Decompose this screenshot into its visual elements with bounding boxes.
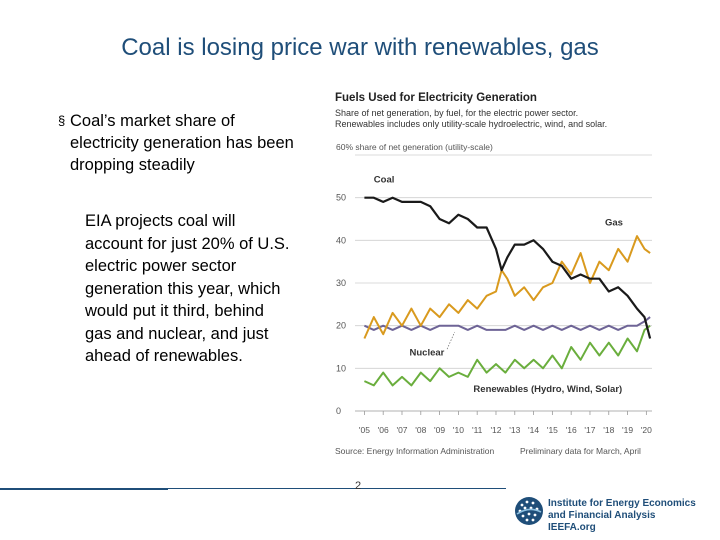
- x-tick-label: '06: [378, 425, 389, 435]
- x-axis: '05 '06 '07 '08 '09 '10 '11 '12 '13 '14 '15 '16 '17 '…: [359, 411, 652, 435]
- slide-title: Coal is losing price war with renewables…: [121, 34, 599, 61]
- bullet-marker: §: [58, 113, 66, 128]
- x-tick-label: '19: [622, 425, 633, 435]
- x-tick-label: '09: [434, 425, 445, 435]
- y-tick-label: 40: [336, 235, 346, 245]
- x-tick-label: '05: [359, 425, 370, 435]
- y-tick-label: 0: [336, 406, 341, 416]
- bullet-point: § Coal’s market share of electricity gen…: [58, 110, 298, 176]
- y-tick-label: 50: [336, 193, 346, 203]
- chart-subtitle-line-2: Renewables includes only utility-scale h…: [335, 119, 608, 129]
- x-tick-label: '08: [415, 425, 426, 435]
- chart-source: Source: Energy Information Administratio…: [335, 446, 494, 456]
- footer-rule-thin: [168, 488, 506, 489]
- x-tick-label: '11: [472, 425, 483, 435]
- y-tick-label: 10: [336, 363, 346, 373]
- y-axis: 50 40 30 20 10 0: [336, 193, 346, 416]
- plot-area: [363, 196, 652, 387]
- chart: 60% share of net generation (utility-sca…: [335, 142, 652, 456]
- x-tick-label: '14: [528, 425, 539, 435]
- bullet-text: Coal’s market share of electricity gener…: [70, 112, 294, 174]
- chart-title: Fuels Used for Electricity Generation: [335, 92, 537, 104]
- logo-text-line-1: Institute for Energy Economics: [548, 498, 696, 509]
- series-label-renewables: Renewables (Hydro, Wind, Solar): [473, 384, 622, 395]
- logo-text-line-3: IEEFA.org: [548, 522, 596, 533]
- logo-text-line-2: and Financial Analysis: [548, 510, 656, 521]
- x-tick-label: '16: [566, 425, 577, 435]
- series-line-nuclear: [363, 316, 651, 331]
- x-tick-label: '10: [453, 425, 464, 435]
- x-tick-label: '13: [509, 425, 520, 435]
- page-number: 2: [355, 480, 362, 492]
- nuclear-leader-line: [446, 331, 455, 350]
- series-label-nuclear: Nuclear: [410, 348, 445, 359]
- chart-note: Preliminary data for March, April: [520, 446, 641, 456]
- y-tick-label: 20: [336, 321, 346, 331]
- series-line-renewables: [363, 324, 651, 387]
- x-tick-label: '12: [490, 425, 501, 435]
- series-label-coal: Coal: [374, 175, 395, 186]
- series-line-coal: [364, 196, 652, 339]
- x-tick-label: '17: [584, 425, 595, 435]
- series-label-gas: Gas: [605, 217, 623, 228]
- y-tick-label: 30: [336, 278, 346, 288]
- projection-paragraph: EIA projects coal will account for just …: [85, 212, 290, 365]
- gridlines: [355, 154, 652, 412]
- series-line-gas: [363, 235, 651, 339]
- globe-logo-icon: [515, 497, 543, 525]
- x-tick-label: '15: [547, 425, 558, 435]
- footer-rule: [0, 488, 168, 490]
- x-tick-label: '18: [603, 425, 614, 435]
- chart-subtitle-line-1: Share of net generation, by fuel, for th…: [335, 108, 579, 118]
- x-tick-label: '07: [396, 425, 407, 435]
- x-tick-label: '20: [641, 425, 652, 435]
- y-axis-top-label: 60% share of net generation (utility-sca…: [336, 142, 493, 152]
- series-labels: Coal Gas Nuclear Renewables (Hydro, Wind, S…: [374, 175, 623, 395]
